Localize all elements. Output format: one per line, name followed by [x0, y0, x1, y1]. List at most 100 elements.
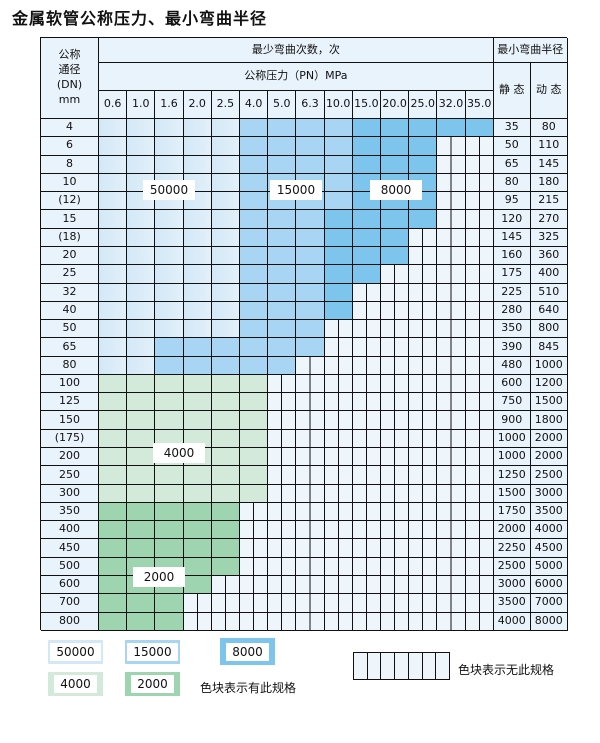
spec-cell — [155, 283, 184, 302]
spec-cell — [211, 137, 240, 156]
spec-cell — [437, 576, 466, 595]
spec-cell — [352, 119, 381, 138]
row-dn: 25 — [41, 265, 99, 284]
header-pn: 5.0 — [268, 91, 297, 119]
spec-cell — [437, 155, 466, 174]
spec-cell — [268, 539, 297, 558]
region-label-4000: 4000 — [153, 443, 205, 463]
spec-cell — [183, 265, 212, 284]
row-dn: 450 — [41, 539, 99, 558]
header-pn: 32.0 — [437, 91, 466, 119]
spec-cell — [240, 356, 269, 375]
spec-cell — [268, 557, 297, 576]
legend-2000-label: 2000 — [131, 675, 174, 693]
row-static-radius: 95 — [493, 192, 531, 211]
spec-cell — [296, 612, 325, 631]
spec-cell — [268, 265, 297, 284]
row-dn: 350 — [41, 502, 99, 522]
spec-cell — [99, 411, 128, 430]
spec-cell — [324, 320, 353, 339]
spec-cell — [183, 119, 212, 138]
spec-cell — [296, 502, 325, 522]
spec-cell — [409, 594, 438, 613]
spec-cell — [240, 320, 269, 339]
spec-cell — [381, 576, 410, 595]
spec-cell — [409, 448, 438, 467]
header-pn: 20.0 — [381, 91, 410, 119]
row-dynamic-radius: 2000 — [530, 429, 568, 449]
spec-cell — [409, 246, 438, 266]
spec-cell — [99, 539, 128, 558]
spec-cell — [211, 338, 240, 357]
legend-no-spec-note: 色块表示无此规格 — [458, 663, 555, 677]
spec-cell — [155, 466, 184, 485]
legend-has-spec-note: 色块表示有此规格 — [200, 681, 297, 695]
row-dn: (12) — [41, 192, 99, 211]
spec-cell — [296, 539, 325, 558]
row-dynamic-radius: 640 — [530, 301, 568, 321]
spec-cell — [99, 612, 128, 631]
row-static-radius: 3500 — [493, 594, 531, 613]
spec-cell — [352, 338, 381, 357]
spec-cell — [324, 448, 353, 467]
spec-cell — [240, 612, 269, 631]
spec-cell — [381, 246, 410, 266]
spec-cell — [155, 411, 184, 430]
spec-cell — [211, 301, 240, 321]
spec-cell — [324, 356, 353, 375]
spec-cell — [240, 429, 269, 449]
spec-cell — [183, 356, 212, 375]
row-static-radius: 35 — [493, 119, 531, 138]
spec-cell — [352, 246, 381, 266]
spec-cell — [99, 210, 128, 229]
spec-cell — [409, 374, 438, 394]
row-static-radius: 350 — [493, 320, 531, 339]
spec-cell — [296, 393, 325, 412]
spec-cell — [296, 466, 325, 485]
spec-cell — [183, 283, 212, 302]
spec-cell — [381, 502, 410, 522]
row-static-radius: 145 — [493, 228, 531, 247]
spec-cell — [155, 393, 184, 412]
spec-cell — [268, 594, 297, 613]
spec-cell — [437, 374, 466, 394]
spec-cell — [465, 374, 494, 394]
spec-cell — [381, 521, 410, 540]
row-dynamic-radius: 800 — [530, 320, 568, 339]
spec-cell — [183, 466, 212, 485]
spec-cell — [155, 539, 184, 558]
row-dynamic-radius: 3500 — [530, 502, 568, 522]
row-dn: 50 — [41, 320, 99, 339]
legend-4000-label: 4000 — [54, 675, 97, 693]
spec-cell — [465, 283, 494, 302]
spec-cell — [296, 338, 325, 357]
row-dynamic-radius: 270 — [530, 210, 568, 229]
spec-cell — [409, 429, 438, 449]
legend-8000: 8000 — [220, 638, 275, 665]
spec-cell — [324, 155, 353, 174]
spec-cell — [268, 246, 297, 266]
row-static-radius: 750 — [493, 393, 531, 412]
row-dn: 15 — [41, 210, 99, 229]
row-static-radius: 480 — [493, 356, 531, 375]
spec-cell — [211, 411, 240, 430]
spec-cell — [324, 119, 353, 138]
row-dynamic-radius: 215 — [530, 192, 568, 211]
row-dn: 65 — [41, 338, 99, 357]
spec-cell — [437, 502, 466, 522]
spec-cell — [324, 502, 353, 522]
spec-cell — [183, 338, 212, 357]
spec-cell — [324, 192, 353, 211]
spec-cell — [381, 356, 410, 375]
row-dn: 500 — [41, 557, 99, 576]
spec-cell — [211, 576, 240, 595]
spec-cell — [324, 557, 353, 576]
row-dn: 40 — [41, 301, 99, 321]
spec-cell — [465, 338, 494, 357]
spec-cell — [381, 228, 410, 247]
spec-cell — [211, 521, 240, 540]
spec-cell — [296, 320, 325, 339]
spec-cell — [324, 137, 353, 156]
spec-cell — [296, 576, 325, 595]
header-static: 静 态 — [493, 63, 531, 119]
